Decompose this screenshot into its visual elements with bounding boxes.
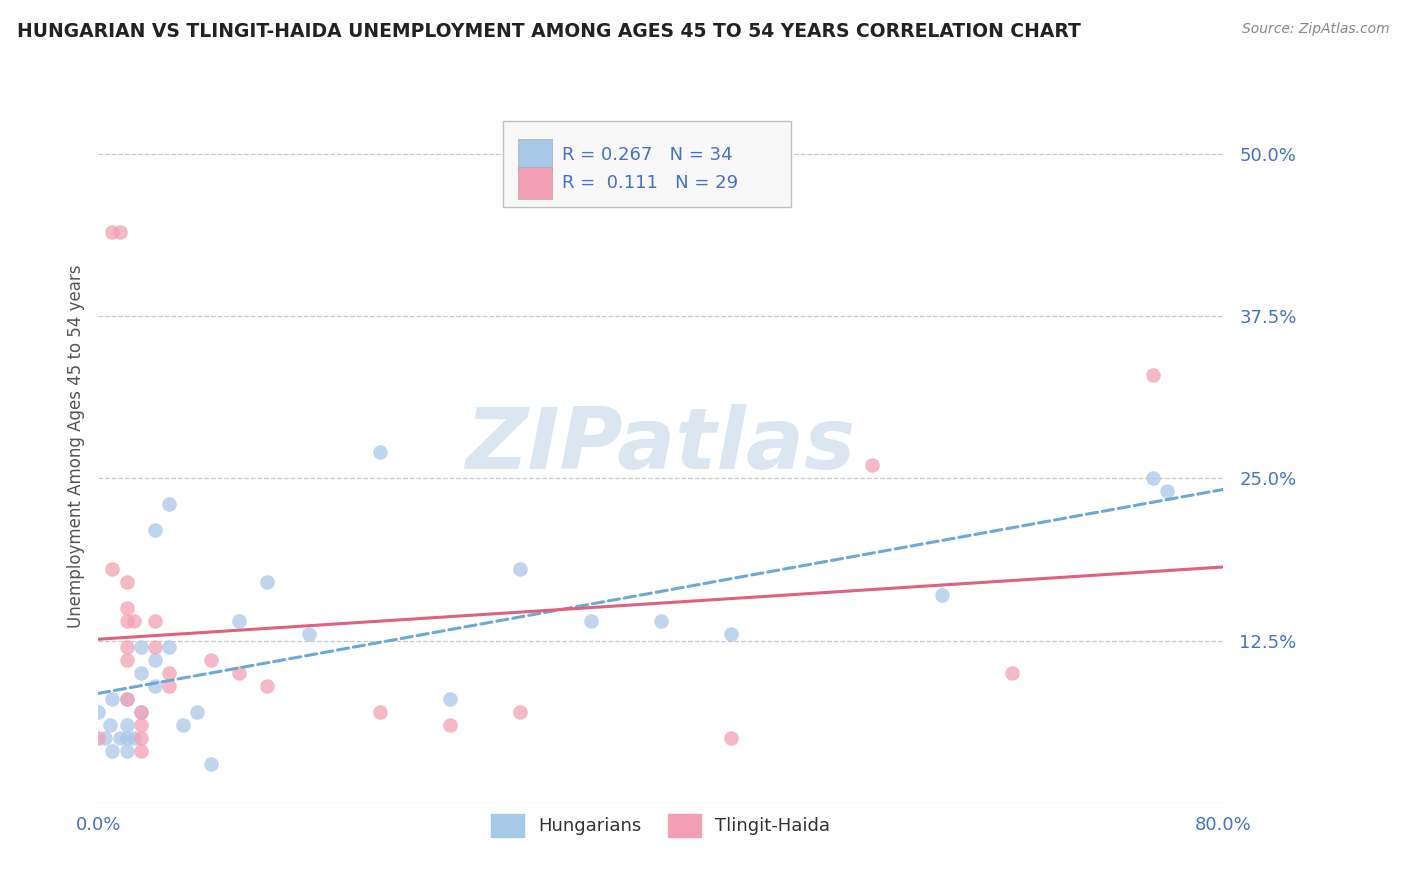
Point xyxy=(129,731,152,745)
Point xyxy=(101,225,124,239)
Text: Source: ZipAtlas.com: Source: ZipAtlas.com xyxy=(1241,22,1389,37)
Y-axis label: Unemployment Among Ages 45 to 54 years: Unemployment Among Ages 45 to 54 years xyxy=(66,264,84,628)
Point xyxy=(101,692,124,706)
Point xyxy=(931,588,953,602)
Point xyxy=(129,705,152,719)
Point xyxy=(115,692,138,706)
Point xyxy=(101,562,124,576)
Point xyxy=(129,744,152,758)
Point xyxy=(129,705,152,719)
Point xyxy=(860,458,883,473)
Point xyxy=(143,653,166,667)
Text: R = 0.267   N = 34: R = 0.267 N = 34 xyxy=(562,146,733,164)
Point xyxy=(94,731,117,745)
Point xyxy=(1001,666,1024,681)
Point xyxy=(108,225,131,239)
Point xyxy=(115,575,138,590)
Point xyxy=(228,666,250,681)
Point xyxy=(122,731,145,745)
Point xyxy=(129,718,152,732)
Point xyxy=(157,679,180,693)
Point xyxy=(115,744,138,758)
Point xyxy=(200,653,222,667)
Point xyxy=(1142,368,1164,382)
Point xyxy=(579,614,602,628)
Point xyxy=(368,705,391,719)
Point xyxy=(200,756,222,771)
Point xyxy=(129,666,152,681)
Point xyxy=(439,692,461,706)
Point xyxy=(87,731,110,745)
Point xyxy=(1142,471,1164,485)
Point xyxy=(509,562,531,576)
Point xyxy=(720,731,742,745)
Point xyxy=(115,692,138,706)
Point xyxy=(129,640,152,654)
Point xyxy=(115,653,138,667)
Point xyxy=(115,718,138,732)
Point xyxy=(228,614,250,628)
Point xyxy=(157,666,180,681)
Point xyxy=(143,640,166,654)
Point xyxy=(122,614,145,628)
Text: HUNGARIAN VS TLINGIT-HAIDA UNEMPLOYMENT AMONG AGES 45 TO 54 YEARS CORRELATION CH: HUNGARIAN VS TLINGIT-HAIDA UNEMPLOYMENT … xyxy=(17,22,1081,41)
Point xyxy=(720,627,742,641)
Point xyxy=(98,718,121,732)
Point xyxy=(256,575,278,590)
Point xyxy=(157,640,180,654)
Point xyxy=(115,614,138,628)
Point xyxy=(108,731,131,745)
Point xyxy=(87,705,110,719)
Text: ZIPatlas: ZIPatlas xyxy=(465,404,856,488)
Point xyxy=(439,718,461,732)
Point xyxy=(115,640,138,654)
Point xyxy=(368,445,391,459)
Point xyxy=(1156,484,1178,499)
Point xyxy=(143,524,166,538)
Point xyxy=(172,718,194,732)
Point xyxy=(650,614,672,628)
Text: R =  0.111   N = 29: R = 0.111 N = 29 xyxy=(562,174,738,192)
Point xyxy=(186,705,208,719)
Point xyxy=(115,731,138,745)
Point xyxy=(298,627,321,641)
Point xyxy=(143,679,166,693)
Legend: Hungarians, Tlingit-Haida: Hungarians, Tlingit-Haida xyxy=(484,807,838,844)
Point xyxy=(509,705,531,719)
Point xyxy=(256,679,278,693)
Point xyxy=(157,497,180,511)
Point xyxy=(101,744,124,758)
Point xyxy=(143,614,166,628)
Point xyxy=(115,601,138,615)
